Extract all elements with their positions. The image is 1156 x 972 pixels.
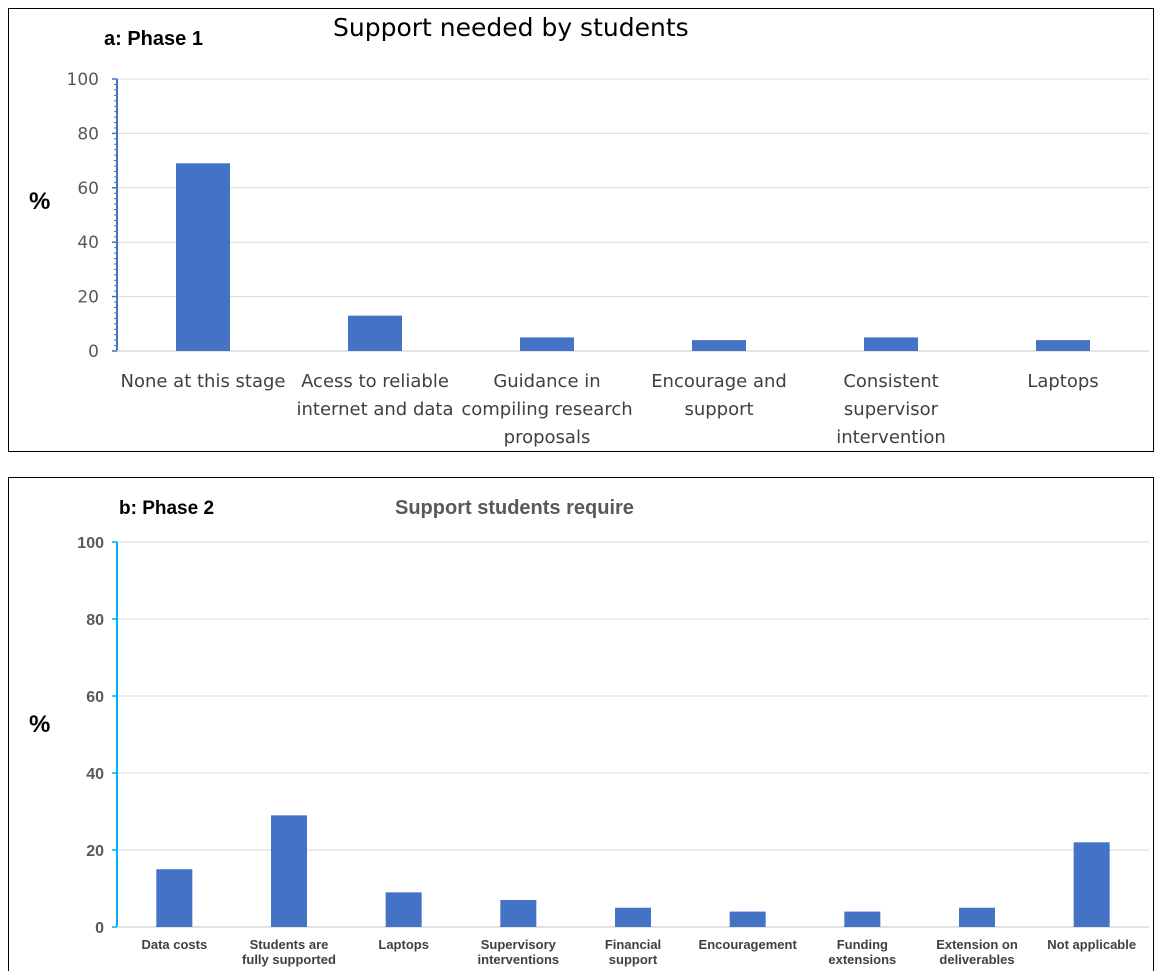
x-tick-label-line: Data costs bbox=[141, 937, 207, 952]
x-tick-label: Data costs bbox=[141, 937, 207, 952]
x-tick-label-line: intervention bbox=[836, 427, 946, 448]
chart-panel-a: a: Phase 1 Support needed by students % … bbox=[8, 8, 1154, 452]
bar bbox=[692, 340, 746, 351]
y-axis-label-a: % bbox=[29, 188, 50, 215]
bar bbox=[1036, 340, 1090, 351]
x-tick-label-line: fully supported bbox=[242, 952, 336, 967]
bar bbox=[348, 315, 402, 351]
x-tick-label: Laptops bbox=[1027, 371, 1098, 392]
x-tick-label-line: None at this stage bbox=[120, 371, 285, 392]
x-tick-label-line: proposals bbox=[504, 427, 591, 448]
x-tick-label-line: Financial bbox=[605, 937, 661, 952]
y-tick-label: 80 bbox=[77, 124, 99, 144]
chart-title-b: Support students require bbox=[395, 497, 634, 519]
x-tick-label: Students are fully supported bbox=[242, 937, 336, 967]
chart-panel-b: b: Phase 2 Support students require % 0 2… bbox=[8, 477, 1154, 971]
x-tick-label-line: compiling research bbox=[461, 399, 632, 420]
x-tick-label: Funding extensions bbox=[828, 937, 896, 967]
chart-a-svg: a: Phase 1 Support needed by students % … bbox=[29, 13, 1149, 448]
bar bbox=[156, 869, 193, 927]
x-tick-label-line: interventions bbox=[478, 952, 560, 967]
y-tick-label: 60 bbox=[86, 689, 104, 706]
y-tick-label: 40 bbox=[86, 766, 104, 783]
x-tick-label: Not applicable bbox=[1047, 937, 1136, 952]
x-tick-label-line: support bbox=[609, 952, 658, 967]
bar bbox=[729, 911, 766, 927]
y-tick-label: 60 bbox=[77, 179, 99, 199]
panel-label-b: b: Phase 2 bbox=[119, 498, 214, 519]
x-tick-label-line: Not applicable bbox=[1047, 937, 1136, 952]
x-tick-label-line: Funding bbox=[837, 937, 888, 952]
y-tick-label: 20 bbox=[77, 288, 99, 308]
bar bbox=[385, 892, 422, 927]
x-tick-label: Encouragement bbox=[699, 937, 798, 952]
x-tick-label: Financial support bbox=[605, 937, 661, 967]
y-tick-label: 80 bbox=[86, 612, 104, 629]
x-tick-label-line: Consistent bbox=[843, 371, 938, 392]
y-tick-label: 0 bbox=[95, 920, 104, 937]
x-tick-label-line: Supervisory bbox=[481, 937, 557, 952]
x-tick-label-line: Laptops bbox=[378, 937, 429, 952]
x-tick-label: Extension on deliverables bbox=[936, 937, 1018, 967]
bar bbox=[615, 907, 651, 927]
x-tick-label-line: supervisor bbox=[844, 399, 939, 420]
x-tick-label-line: Extension on bbox=[936, 937, 1018, 952]
x-tick-label-line: Encouragement bbox=[699, 937, 798, 952]
x-tick-label: Supervisory interventions bbox=[478, 937, 560, 967]
x-tick-label-line: Laptops bbox=[1027, 371, 1098, 392]
bar bbox=[271, 815, 307, 927]
x-tick-label-line: Encourage and bbox=[651, 371, 787, 392]
y-tick-label: 0 bbox=[88, 342, 99, 362]
x-tick-label: Guidance in compiling research proposals bbox=[461, 371, 632, 448]
bar bbox=[959, 907, 995, 927]
y-tick-label: 20 bbox=[86, 843, 104, 860]
bar bbox=[1073, 842, 1110, 927]
chart-b-svg: b: Phase 2 Support students require % 0 2… bbox=[29, 497, 1149, 967]
bar bbox=[500, 900, 537, 927]
x-tick-label: Acess to reliable internet and data bbox=[296, 371, 453, 420]
bar bbox=[844, 911, 881, 927]
x-tick-label-line: Students are bbox=[250, 937, 329, 952]
x-tick-label-line: extensions bbox=[828, 952, 896, 967]
x-tick-label: Laptops bbox=[378, 937, 429, 952]
bar bbox=[864, 337, 918, 351]
y-tick-label: 100 bbox=[67, 70, 99, 90]
y-tick-label: 40 bbox=[77, 233, 99, 253]
x-tick-label: Encourage and support bbox=[651, 371, 787, 420]
plot-area-a: 0 20 40 60 80 100 None at this stage Acess to r… bbox=[67, 70, 1149, 448]
x-tick-label-line: Acess to reliable bbox=[301, 371, 449, 392]
panel-label-a: a: Phase 1 bbox=[104, 28, 203, 50]
x-tick-label-line: deliverables bbox=[939, 952, 1014, 967]
chart-title-a: Support needed by students bbox=[333, 13, 689, 42]
y-axis-label-b: % bbox=[29, 711, 50, 738]
y-tick-label: 100 bbox=[77, 535, 104, 552]
plot-area-b: 0 20 40 60 80 100 Data costs Students are fully … bbox=[77, 535, 1149, 967]
x-tick-label-line: support bbox=[684, 399, 753, 420]
x-tick-label-line: Guidance in bbox=[493, 371, 600, 392]
x-tick-label: None at this stage bbox=[120, 371, 285, 392]
x-tick-label-line: internet and data bbox=[296, 399, 453, 420]
bar bbox=[176, 163, 230, 351]
x-tick-label: Consistent supervisor intervention bbox=[836, 371, 946, 448]
bar bbox=[520, 337, 574, 351]
